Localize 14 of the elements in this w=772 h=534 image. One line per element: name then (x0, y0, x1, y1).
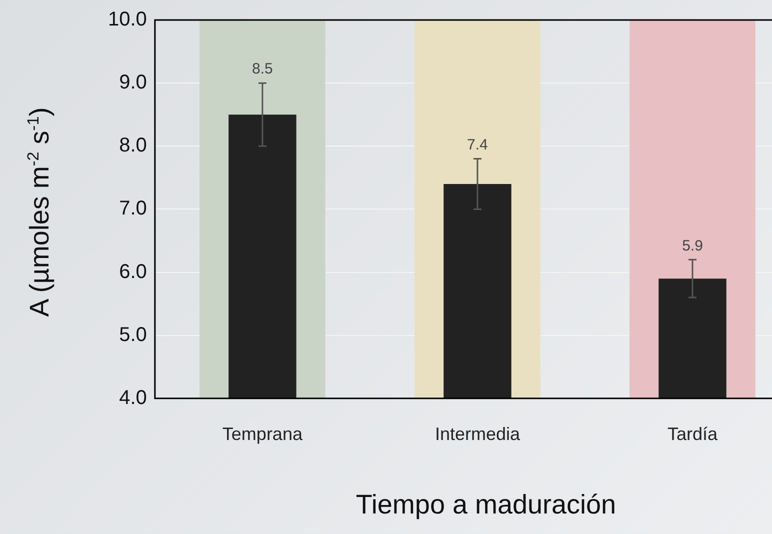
y-tick-label: 6.0 (119, 260, 147, 283)
y-tick-label: 8.0 (119, 134, 147, 157)
y-tick-label: 9.0 (119, 72, 147, 94)
x-axis-title: Tiempo a maduración (356, 490, 616, 520)
data-label: 5.9 (682, 237, 703, 254)
y-tick-label: 4.0 (119, 386, 147, 409)
x-tick-label: Intermedia (434, 424, 521, 444)
x-tick-label: Tardía (667, 424, 718, 444)
data-label: 8.5 (252, 60, 273, 78)
y-tick-label: 7.0 (119, 198, 147, 220)
x-tick-label: Temprana (222, 424, 304, 444)
y-tick-label: 5.0 (119, 324, 147, 346)
data-label: 7.4 (467, 136, 488, 154)
y-tick-label: 10.0 (108, 8, 147, 31)
